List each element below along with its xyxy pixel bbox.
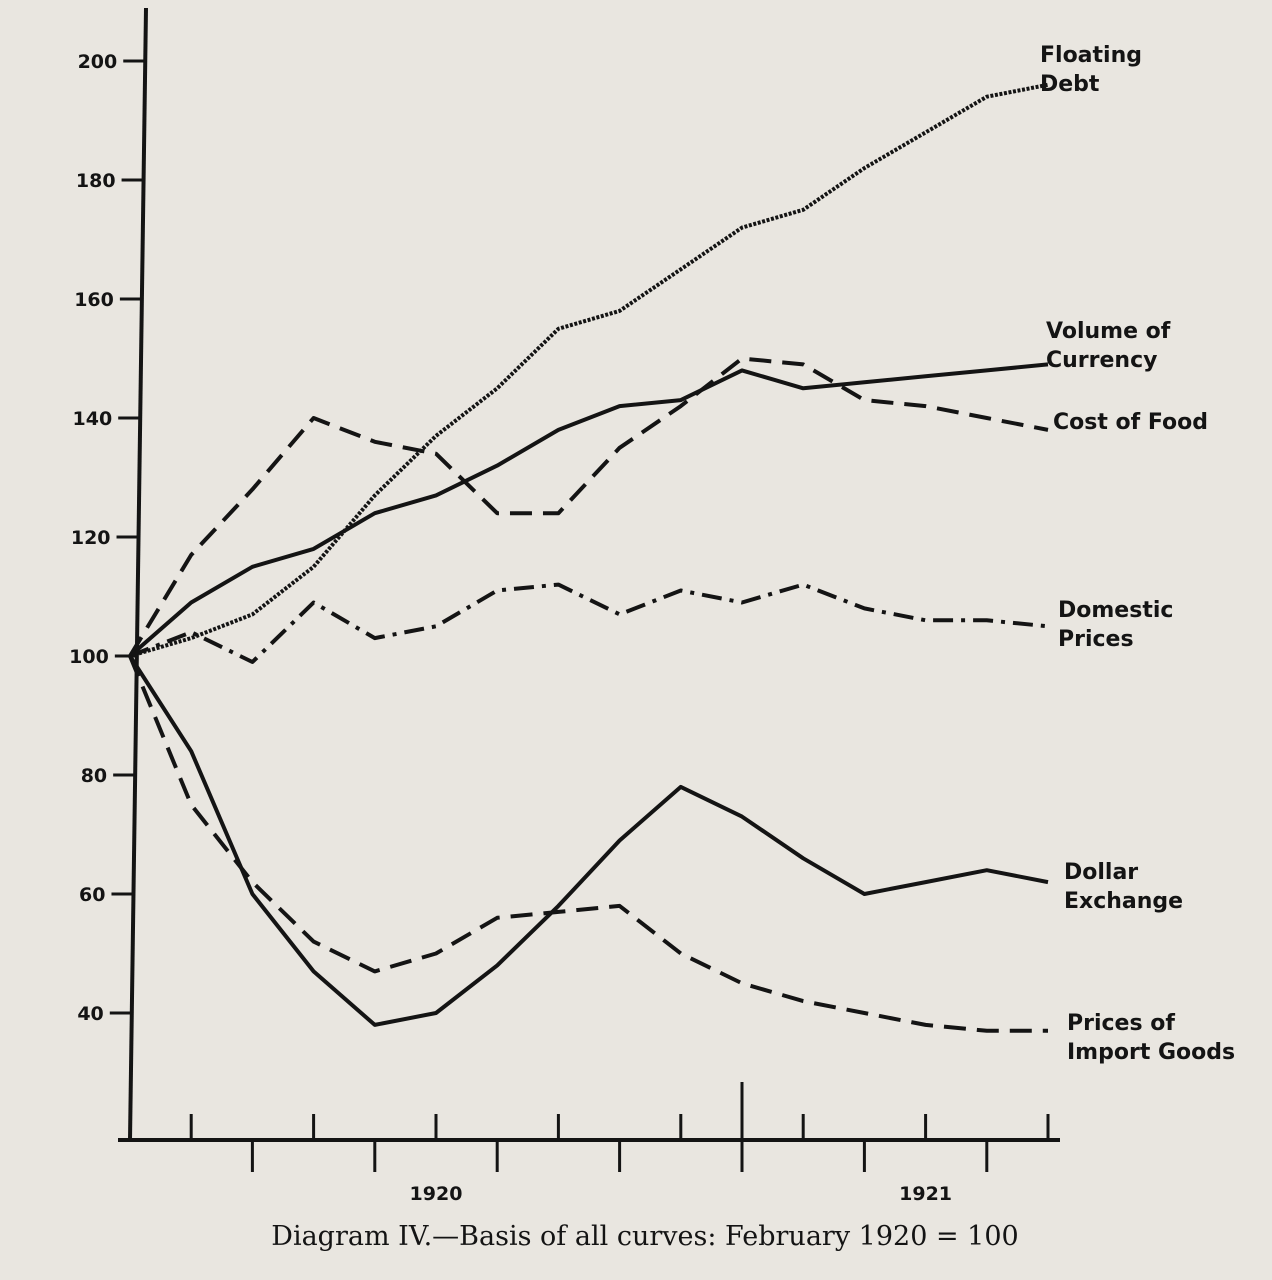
y-tick-label: 120	[71, 527, 111, 549]
series-line-dollar-exchange	[128, 654, 1049, 1027]
series-line-domestic-prices	[129, 582, 1049, 664]
series-label: Currency	[1046, 348, 1157, 373]
x-axis-ticks: 1920 1921	[189, 1082, 1050, 1205]
series-line-prices-of-import-goods	[128, 655, 1048, 1033]
y-tick-label: 140	[73, 408, 113, 430]
y-tick-label: 80	[81, 765, 107, 787]
x-tick-label: 1921	[899, 1183, 952, 1205]
y-tick-label: 180	[76, 170, 116, 192]
y-tick-label: 100	[69, 646, 109, 668]
series-label: Import Goods	[1067, 1040, 1235, 1065]
series-lines	[128, 82, 1049, 1033]
series-label: Exchange	[1064, 889, 1183, 914]
series-label: Floating	[1040, 43, 1142, 68]
y-tick-label: 60	[79, 884, 105, 906]
series-label: Prices	[1058, 627, 1134, 652]
series-label: Dollar	[1064, 860, 1138, 885]
series-label: Debt	[1040, 72, 1100, 97]
series-line-cost-of-food	[128, 356, 1049, 658]
series-label: Prices of	[1067, 1011, 1175, 1036]
series-label: Cost of Food	[1053, 410, 1208, 435]
y-axis-ticks: 200 180 160 140 120 100 80 60 40	[69, 51, 146, 1025]
series-label: Domestic	[1058, 598, 1173, 623]
chart-caption: Diagram IV.—Basis of all curves: Februar…	[271, 1221, 1018, 1252]
x-tick-label: 1920	[410, 1183, 463, 1205]
y-tick-label: 160	[74, 289, 114, 311]
y-tick-label: 40	[77, 1003, 103, 1025]
y-tick-label: 200	[78, 51, 118, 73]
series-label: Volume of	[1046, 319, 1171, 344]
series-line-floating-debt	[129, 82, 1049, 658]
y-axis	[128, 7, 148, 1141]
series-labels: Floating Debt Volume of Currency Cost of Foo…	[1040, 43, 1235, 1065]
series-line-volume-of-currency	[128, 362, 1049, 658]
